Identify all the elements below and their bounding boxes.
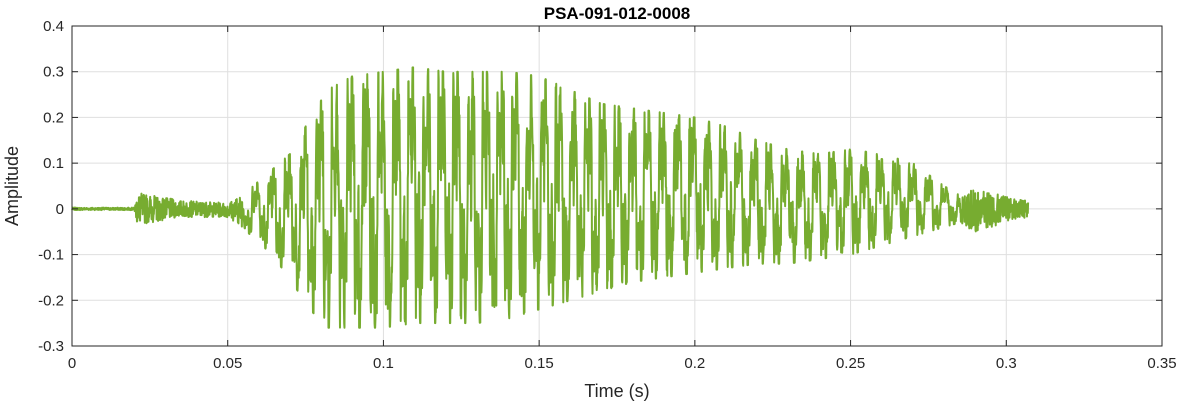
y-tick-label: 0	[56, 201, 64, 218]
x-tick-label: 0.25	[836, 355, 865, 372]
y-tick-label: 0.3	[43, 64, 64, 81]
x-tick-label: 0.3	[996, 355, 1017, 372]
waveform-line	[71, 66, 1030, 329]
chart-title: PSA-091-012-0008	[544, 4, 690, 23]
x-tick-labels: 0 0.05 0.1 0.15 0.2 0.25 0.3 0.35	[68, 355, 1177, 372]
y-tick-label: 0.2	[43, 109, 64, 126]
y-tick-labels: -0.3 -0.2 -0.1 0 0.1 0.2 0.3 0.4	[38, 18, 64, 355]
x-axis-label: Time (s)	[584, 381, 649, 401]
axis-ticks	[71, 25, 1163, 347]
x-tick-label: 0	[68, 355, 76, 372]
y-tick-label: 0.4	[43, 18, 64, 35]
y-tick-label: 0.1	[43, 155, 64, 172]
x-tick-label: 0.15	[525, 355, 554, 372]
x-tick-label: 0.1	[373, 355, 394, 372]
y-tick-label: -0.3	[38, 338, 64, 355]
y-tick-label: -0.2	[38, 292, 64, 309]
axes-box	[71, 25, 1163, 347]
y-axis-label: Amplitude	[2, 146, 22, 226]
x-tick-label: 0.05	[213, 355, 242, 372]
y-tick-label: -0.1	[38, 247, 64, 264]
x-tick-label: 0.2	[684, 355, 705, 372]
x-tick-label: 0.35	[1147, 355, 1176, 372]
